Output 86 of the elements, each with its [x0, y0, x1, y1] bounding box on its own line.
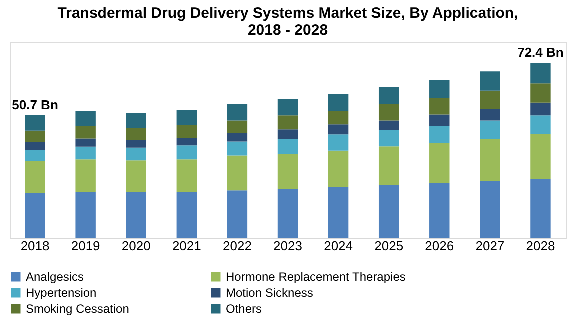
bar [328, 94, 349, 112]
chart-title: Transdermal Drug Delivery Systems Market Size, By Application, 2018 - 2028 [58, 5, 518, 39]
bar [530, 179, 551, 238]
annotation: 50.7 Bn [12, 98, 58, 112]
bar [278, 130, 298, 140]
bar [328, 187, 349, 238]
bar [76, 192, 96, 238]
bar [25, 116, 46, 131]
bar [126, 192, 146, 238]
bar [25, 150, 46, 162]
bar [530, 102, 551, 116]
bar [480, 90, 500, 110]
legend-label: Hormone Replacement Therapies [226, 270, 406, 284]
bar [227, 104, 248, 121]
text: 72.4 Bn [518, 45, 564, 60]
bar [480, 109, 500, 121]
x-tick-label: 2023 [274, 238, 302, 254]
bar [378, 104, 400, 121]
bar [480, 72, 500, 91]
bar [378, 120, 400, 130]
bar [25, 130, 46, 142]
bar [328, 134, 349, 151]
bar [25, 142, 46, 150]
bar [430, 143, 450, 184]
bar [176, 146, 198, 160]
bar [227, 190, 248, 238]
bar [378, 87, 400, 104]
x-tick-label: 2027 [476, 238, 505, 254]
bar [227, 142, 248, 156]
bar [126, 140, 146, 148]
bar [76, 138, 96, 147]
x-tick-label: 2022 [222, 238, 252, 254]
bar [378, 185, 400, 238]
bar [176, 125, 198, 138]
bar [76, 160, 96, 192]
x-tick-label: 2026 [425, 238, 454, 254]
legend-label: Others [226, 302, 262, 316]
bar [278, 116, 298, 130]
bar [25, 161, 46, 194]
bar [480, 139, 500, 181]
bar [278, 139, 298, 154]
legend-label: Motion Sickness [226, 286, 314, 300]
bar [430, 80, 450, 98]
bar [176, 160, 198, 192]
bar [126, 113, 146, 128]
bar [530, 116, 551, 134]
bar [227, 134, 248, 142]
bar [378, 130, 400, 147]
bar [126, 148, 146, 161]
bar [430, 98, 450, 115]
bar [480, 180, 500, 238]
bar [278, 154, 298, 190]
bar [25, 194, 46, 238]
x-tick-label: 2028 [526, 238, 556, 254]
bar [530, 134, 551, 180]
bar [76, 146, 96, 160]
x-tick-label: 2024 [324, 238, 354, 254]
legend-label: Smoking Cessation [26, 302, 130, 316]
bar [328, 111, 349, 125]
bar [227, 156, 248, 191]
x-tick-label: 2020 [122, 238, 151, 254]
bar [430, 183, 450, 238]
x-tick-label: 2019 [71, 238, 100, 254]
x-tick-label: 2018 [20, 238, 50, 254]
bar [530, 63, 551, 84]
bar [480, 120, 500, 140]
legend-label: Analgesics [26, 270, 84, 284]
bar [328, 124, 349, 135]
bar [76, 111, 96, 126]
bar [76, 126, 96, 139]
bar [176, 138, 198, 146]
bar [430, 126, 450, 144]
bar [278, 99, 298, 116]
bar [176, 192, 198, 238]
bar [176, 110, 198, 126]
bar [278, 189, 298, 238]
bar [328, 150, 349, 188]
bar [126, 160, 146, 192]
x-tick-label: 2025 [374, 238, 404, 254]
legend-label: Hypertension [26, 286, 97, 300]
bar [430, 114, 450, 126]
bar [227, 120, 248, 134]
bar [126, 128, 146, 140]
bar [530, 84, 551, 103]
x-tick-label: 2021 [172, 238, 202, 254]
bar [378, 146, 400, 186]
